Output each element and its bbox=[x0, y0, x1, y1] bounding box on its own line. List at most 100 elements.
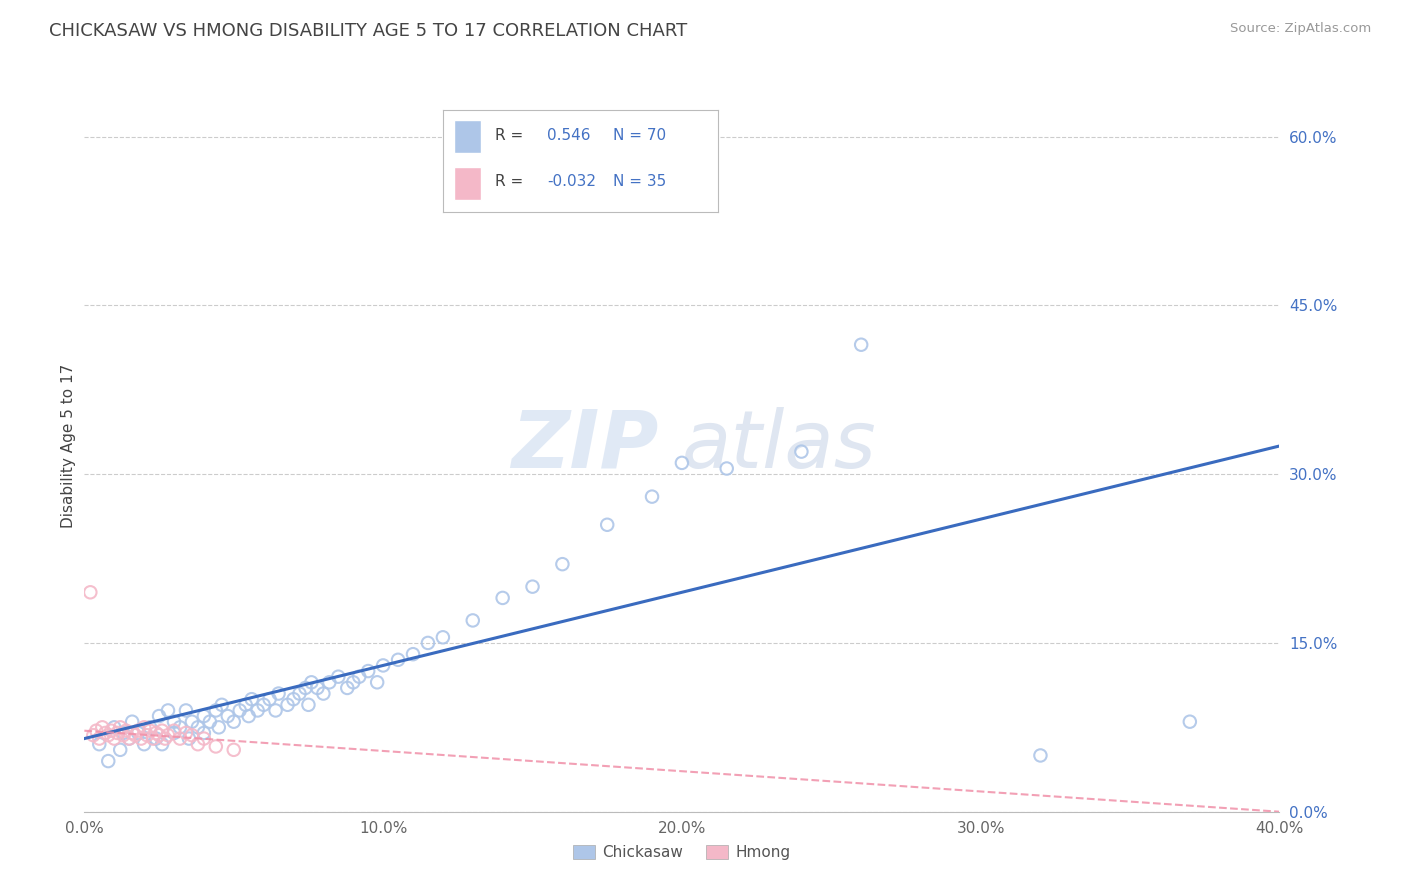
Point bbox=[851, 337, 873, 351]
Point bbox=[163, 723, 186, 738]
Point bbox=[127, 723, 149, 738]
Point bbox=[163, 726, 186, 740]
Point bbox=[193, 731, 215, 746]
Point bbox=[169, 731, 191, 746]
Point bbox=[97, 754, 120, 768]
Point bbox=[259, 692, 281, 706]
Point bbox=[136, 728, 159, 742]
Point bbox=[492, 591, 515, 605]
Point bbox=[153, 731, 176, 746]
Point bbox=[387, 653, 409, 667]
Point bbox=[373, 658, 395, 673]
Point bbox=[97, 728, 120, 742]
Point bbox=[217, 709, 239, 723]
Point bbox=[312, 687, 335, 701]
Point bbox=[86, 723, 108, 738]
Point bbox=[124, 728, 146, 742]
Point bbox=[641, 490, 664, 504]
Point bbox=[238, 709, 260, 723]
Legend: Chickasaw, Hmong: Chickasaw, Hmong bbox=[567, 838, 797, 866]
Point bbox=[416, 636, 439, 650]
Point bbox=[297, 698, 319, 712]
Point bbox=[671, 456, 693, 470]
Point bbox=[596, 517, 619, 532]
Point bbox=[177, 731, 200, 746]
Point bbox=[283, 692, 305, 706]
Point bbox=[142, 731, 165, 746]
Point bbox=[91, 720, 114, 734]
Point bbox=[139, 723, 162, 738]
Point bbox=[228, 703, 252, 717]
Point bbox=[1029, 748, 1052, 763]
Point bbox=[253, 698, 276, 712]
Y-axis label: Disability Age 5 to 17: Disability Age 5 to 17 bbox=[60, 364, 76, 528]
Point bbox=[150, 723, 173, 738]
Point bbox=[246, 703, 269, 717]
Point bbox=[100, 723, 122, 738]
Point bbox=[181, 714, 204, 729]
Point bbox=[94, 726, 117, 740]
Point bbox=[790, 444, 813, 458]
Point bbox=[716, 461, 738, 475]
Point bbox=[522, 580, 544, 594]
Point bbox=[145, 726, 167, 740]
Point bbox=[301, 675, 323, 690]
Point bbox=[145, 731, 167, 746]
Point bbox=[318, 675, 340, 690]
Point bbox=[307, 681, 329, 695]
Point bbox=[132, 720, 156, 734]
Point bbox=[103, 720, 125, 734]
Point bbox=[112, 728, 135, 742]
Point bbox=[139, 720, 162, 734]
Point bbox=[181, 728, 204, 742]
Point bbox=[157, 703, 180, 717]
Point bbox=[103, 731, 125, 746]
Point bbox=[118, 731, 141, 746]
Point bbox=[82, 728, 104, 742]
Point bbox=[129, 731, 152, 746]
Point bbox=[132, 737, 156, 751]
Point bbox=[121, 714, 143, 729]
Text: ZIP: ZIP bbox=[510, 407, 658, 485]
Point bbox=[79, 585, 101, 599]
Point bbox=[432, 630, 454, 644]
Text: atlas: atlas bbox=[682, 407, 877, 485]
Point bbox=[198, 714, 221, 729]
Point bbox=[187, 737, 209, 751]
Point bbox=[211, 698, 233, 712]
Point bbox=[187, 720, 209, 734]
Point bbox=[357, 664, 380, 678]
Point bbox=[89, 737, 111, 751]
Point bbox=[105, 726, 128, 740]
Point bbox=[150, 737, 173, 751]
Point bbox=[193, 726, 215, 740]
Point bbox=[402, 647, 425, 661]
Point bbox=[222, 743, 245, 757]
Point bbox=[110, 720, 132, 734]
Point bbox=[366, 675, 388, 690]
Point bbox=[174, 726, 197, 740]
Point bbox=[89, 731, 111, 746]
Point bbox=[148, 728, 170, 742]
Point bbox=[121, 726, 143, 740]
Text: Source: ZipAtlas.com: Source: ZipAtlas.com bbox=[1230, 22, 1371, 36]
Point bbox=[294, 681, 316, 695]
Point bbox=[163, 714, 186, 729]
Point bbox=[336, 681, 359, 695]
Point bbox=[157, 728, 180, 742]
Point bbox=[169, 720, 191, 734]
Point bbox=[551, 557, 574, 571]
Point bbox=[222, 714, 245, 729]
Point bbox=[115, 723, 138, 738]
Point bbox=[342, 675, 364, 690]
Point bbox=[112, 726, 135, 740]
Point bbox=[240, 692, 263, 706]
Point bbox=[277, 698, 299, 712]
Point bbox=[328, 670, 350, 684]
Point bbox=[148, 709, 170, 723]
Point bbox=[205, 703, 228, 717]
Text: CHICKASAW VS HMONG DISABILITY AGE 5 TO 17 CORRELATION CHART: CHICKASAW VS HMONG DISABILITY AGE 5 TO 1… bbox=[49, 22, 688, 40]
Point bbox=[208, 720, 231, 734]
Point bbox=[193, 709, 215, 723]
Point bbox=[288, 687, 311, 701]
